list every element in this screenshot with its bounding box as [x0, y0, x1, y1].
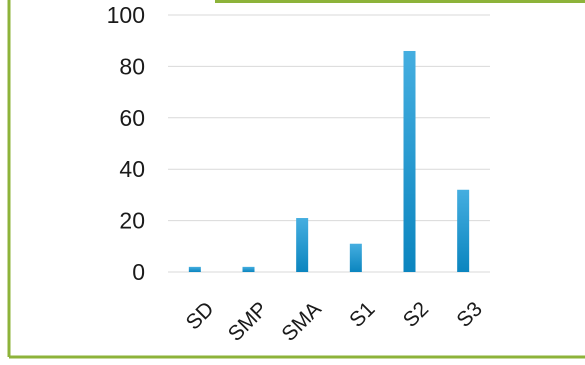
- bar-smp: [242, 266, 255, 272]
- x-tick-label: S2: [399, 297, 433, 331]
- y-tick-label: 0: [132, 259, 145, 285]
- gridlines: [168, 14, 490, 273]
- y-tick-label: 60: [119, 105, 145, 131]
- bar-sd: [188, 266, 201, 272]
- x-tick-label: SMP: [224, 297, 272, 345]
- bar-s3: [457, 189, 470, 272]
- bar-sma: [296, 218, 309, 272]
- bar-s2: [403, 50, 416, 273]
- x-tick-label: S1: [345, 297, 379, 331]
- x-tick-label: SD: [182, 297, 219, 334]
- y-axis-tick-labels: 0 20 40 60 80 100: [107, 2, 145, 285]
- y-tick-label: 100: [107, 2, 145, 28]
- y-tick-label: 80: [119, 53, 145, 79]
- bar-s1: [349, 243, 362, 272]
- x-tick-label: S3: [452, 297, 486, 331]
- x-axis-tick-labels: SD SMP SMA S1 S2 S3: [182, 297, 487, 345]
- y-tick-label: 20: [119, 208, 145, 234]
- y-tick-label: 40: [119, 156, 145, 182]
- x-tick-label: SMA: [277, 297, 325, 345]
- bars: [188, 50, 470, 273]
